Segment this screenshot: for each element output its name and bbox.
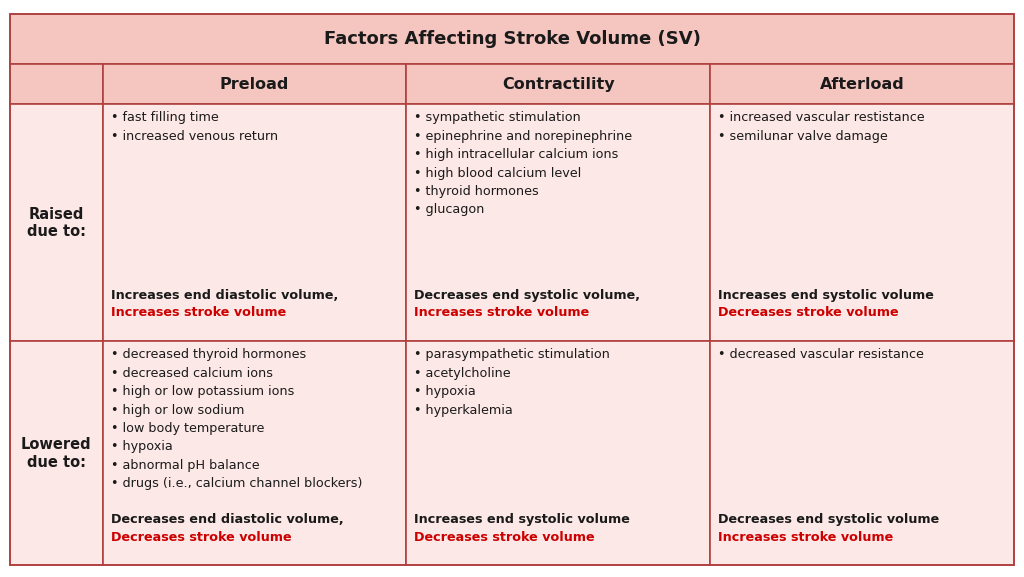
Text: Contractility: Contractility [502, 77, 614, 92]
Text: • high blood calcium level: • high blood calcium level [415, 167, 582, 179]
Text: • hyperkalemia: • hyperkalemia [415, 403, 513, 417]
Text: • thyroid hormones: • thyroid hormones [415, 185, 540, 198]
Text: • decreased vascular resistance: • decreased vascular resistance [718, 348, 924, 361]
Bar [10, 14, 1014, 64]
Bar [710, 341, 1014, 565]
Text: • increased vascular restistance: • increased vascular restistance [718, 111, 925, 124]
Text: Preload: Preload [220, 77, 289, 92]
Text: • increased venous return: • increased venous return [111, 130, 278, 143]
Text: Decreases end systolic volume,: Decreases end systolic volume, [415, 289, 640, 302]
Text: Factors Affecting Stroke Volume (SV): Factors Affecting Stroke Volume (SV) [324, 30, 700, 48]
Text: Decreases stroke volume: Decreases stroke volume [111, 530, 292, 544]
Text: • hypoxia: • hypoxia [415, 385, 476, 398]
Text: • epinephrine and norepinephrine: • epinephrine and norepinephrine [415, 130, 633, 143]
Text: • high or low sodium: • high or low sodium [111, 403, 244, 417]
Text: • drugs (i.e., calcium channel blockers): • drugs (i.e., calcium channel blockers) [111, 477, 362, 490]
Text: Increases stroke volume: Increases stroke volume [415, 306, 590, 319]
Text: • semilunar valve damage: • semilunar valve damage [718, 130, 888, 143]
Text: Decreases stroke volume: Decreases stroke volume [718, 306, 899, 319]
Text: • decreased thyroid hormones: • decreased thyroid hormones [111, 348, 306, 361]
Bar [10, 104, 102, 341]
Bar [407, 341, 710, 565]
Text: • parasympathetic stimulation: • parasympathetic stimulation [415, 348, 610, 361]
Text: • low body temperature: • low body temperature [111, 422, 264, 435]
Text: • hypoxia: • hypoxia [111, 440, 172, 454]
Bar [10, 341, 102, 565]
Text: Increases stroke volume: Increases stroke volume [718, 530, 894, 544]
Text: Increases end systolic volume: Increases end systolic volume [718, 289, 934, 302]
Text: Lowered
due to:: Lowered due to: [22, 437, 92, 470]
Bar [102, 104, 407, 341]
Text: • high or low potassium ions: • high or low potassium ions [111, 385, 294, 398]
Text: • abnormal pH balance: • abnormal pH balance [111, 459, 259, 472]
Text: • acetylcholine: • acetylcholine [415, 366, 511, 380]
Text: Decreases stroke volume: Decreases stroke volume [415, 530, 595, 544]
Bar [710, 64, 1014, 104]
Bar [102, 64, 407, 104]
Bar [407, 104, 710, 341]
Text: Increases end systolic volume: Increases end systolic volume [415, 513, 631, 526]
Text: • glucagon: • glucagon [415, 204, 484, 216]
Text: Afterload: Afterload [819, 77, 904, 92]
Text: • decreased calcium ions: • decreased calcium ions [111, 366, 272, 380]
Text: Decreases end systolic volume: Decreases end systolic volume [718, 513, 939, 526]
Bar [102, 341, 407, 565]
Bar [710, 104, 1014, 341]
Text: Increases stroke volume: Increases stroke volume [111, 306, 286, 319]
Text: Decreases end diastolic volume,: Decreases end diastolic volume, [111, 513, 343, 526]
Text: • fast filling time: • fast filling time [111, 111, 218, 124]
Bar [407, 64, 710, 104]
Text: Raised
due to:: Raised due to: [27, 207, 86, 239]
Text: Increases end diastolic volume,: Increases end diastolic volume, [111, 289, 338, 302]
Text: • high intracellular calcium ions: • high intracellular calcium ions [415, 148, 618, 161]
Bar [10, 64, 102, 104]
Text: • sympathetic stimulation: • sympathetic stimulation [415, 111, 582, 124]
